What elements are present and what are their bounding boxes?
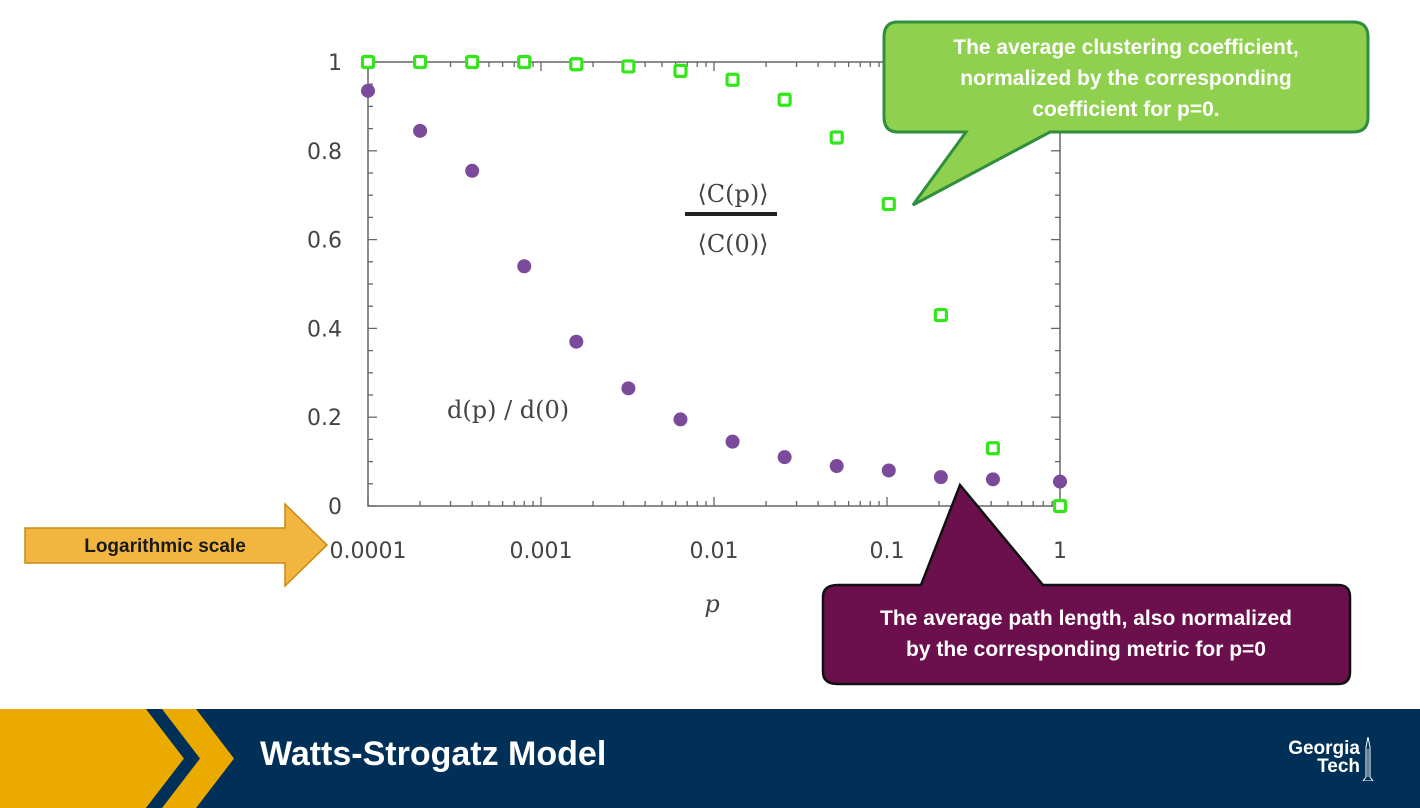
slide-title: Watts-Strogatz Model (260, 735, 607, 773)
log-scale-arrow-shape (24, 502, 329, 588)
clustering-point (777, 92, 792, 107)
clustering-point (881, 196, 896, 212)
clustering-point (1052, 498, 1068, 514)
x-axis: 0.0001 0.001 0.01 0.1 1 (330, 62, 1067, 564)
fraction-bar (685, 212, 777, 216)
y-tick-label: 0.6 (307, 229, 342, 254)
path-length-point (725, 434, 740, 449)
path-callout-text: The average path length, also normalized… (880, 607, 1292, 661)
callout-line: The average path length, also normalized (880, 607, 1292, 630)
path-length-point (569, 334, 584, 349)
clustering-point (621, 59, 636, 74)
clustering-point (673, 63, 688, 78)
clustering-point (933, 307, 948, 323)
log-scale-arrow: Logarithmic scale (24, 502, 329, 588)
banner-gold-chevron (162, 709, 234, 808)
callout-line: The average clustering coefficient, (953, 36, 1298, 59)
path-length-point (413, 123, 428, 138)
clustering-point (412, 54, 428, 70)
x-tick-label: 0.1 (870, 539, 905, 564)
banner-chevrons (0, 709, 234, 808)
callout-line: by the corresponding metric for p=0 (906, 638, 1266, 661)
clustering-ratio-denominator: ⟨C(0)⟩ (697, 230, 768, 258)
callout-line: normalized by the corresponding (960, 67, 1291, 90)
clustering-point (985, 441, 1001, 456)
log-scale-arrow-label: Logarithmic scale (84, 536, 246, 557)
path-ratio-label: d(p) / d(0) (447, 396, 569, 424)
path-length-point (777, 450, 792, 465)
path-length-point (933, 470, 948, 485)
path-length-point (881, 463, 896, 478)
x-tick-label: 1 (1053, 539, 1067, 564)
clustering-point (829, 130, 844, 145)
clustering-point (360, 54, 376, 70)
x-tick-label: 0.01 (690, 539, 739, 564)
path-callout: The average path length, also normalized… (821, 482, 1352, 686)
y-tick-label: 1 (328, 51, 342, 76)
clustering-point (725, 72, 740, 87)
path-length-point (1053, 474, 1067, 489)
path-length-point (361, 83, 375, 98)
clustering-callout-shape (882, 20, 1370, 207)
path-length-point (829, 459, 844, 474)
x-axis-label: p (704, 590, 719, 618)
banner-gold-block (0, 709, 184, 808)
path-callout-shape (821, 482, 1352, 686)
x-tick-label: 0.001 (510, 539, 573, 564)
logo-text-georgia: Georgia (1288, 738, 1360, 759)
clustering-ratio-numerator: ⟨C(p)⟩ (697, 180, 768, 208)
x-tick-label: 0.0001 (330, 539, 407, 564)
clustering-ratio-label: ⟨C(p)⟩ ⟨C(0)⟩ (685, 180, 777, 258)
tech-tower-icon (1362, 737, 1374, 781)
callout-line: coefficient for p=0. (1032, 98, 1219, 121)
footer-banner: Watts-Strogatz Model Georgia Tech (0, 709, 1420, 808)
clustering-point (569, 57, 584, 72)
path-length-point (673, 412, 688, 427)
logo-text-tech: Tech (1317, 756, 1360, 777)
clustering-callout-text: The average clustering coefficient, norma… (953, 36, 1298, 121)
clustering-point (517, 54, 532, 70)
path-length-point (465, 163, 480, 178)
path-length-point (621, 381, 636, 396)
path-length-point (985, 472, 1000, 487)
clustering-callout: The average clustering coefficient, norma… (882, 20, 1370, 207)
y-tick-label: 0.8 (307, 140, 342, 165)
y-tick-label: 0.4 (307, 317, 342, 342)
georgia-tech-logo: Georgia Tech (1274, 737, 1374, 785)
data-points (360, 54, 1068, 514)
y-tick-label: 0 (328, 495, 342, 520)
path-length-point (517, 259, 532, 274)
chart-svg: 0.0001 0.001 0.01 0.1 1 0 0.2 0.4 0.6 0.8 1 p ⟨C(… (24, 20, 1370, 686)
banner-gap (146, 709, 200, 808)
y-tick-label: 0.2 (307, 406, 342, 431)
clustering-point (465, 54, 480, 70)
